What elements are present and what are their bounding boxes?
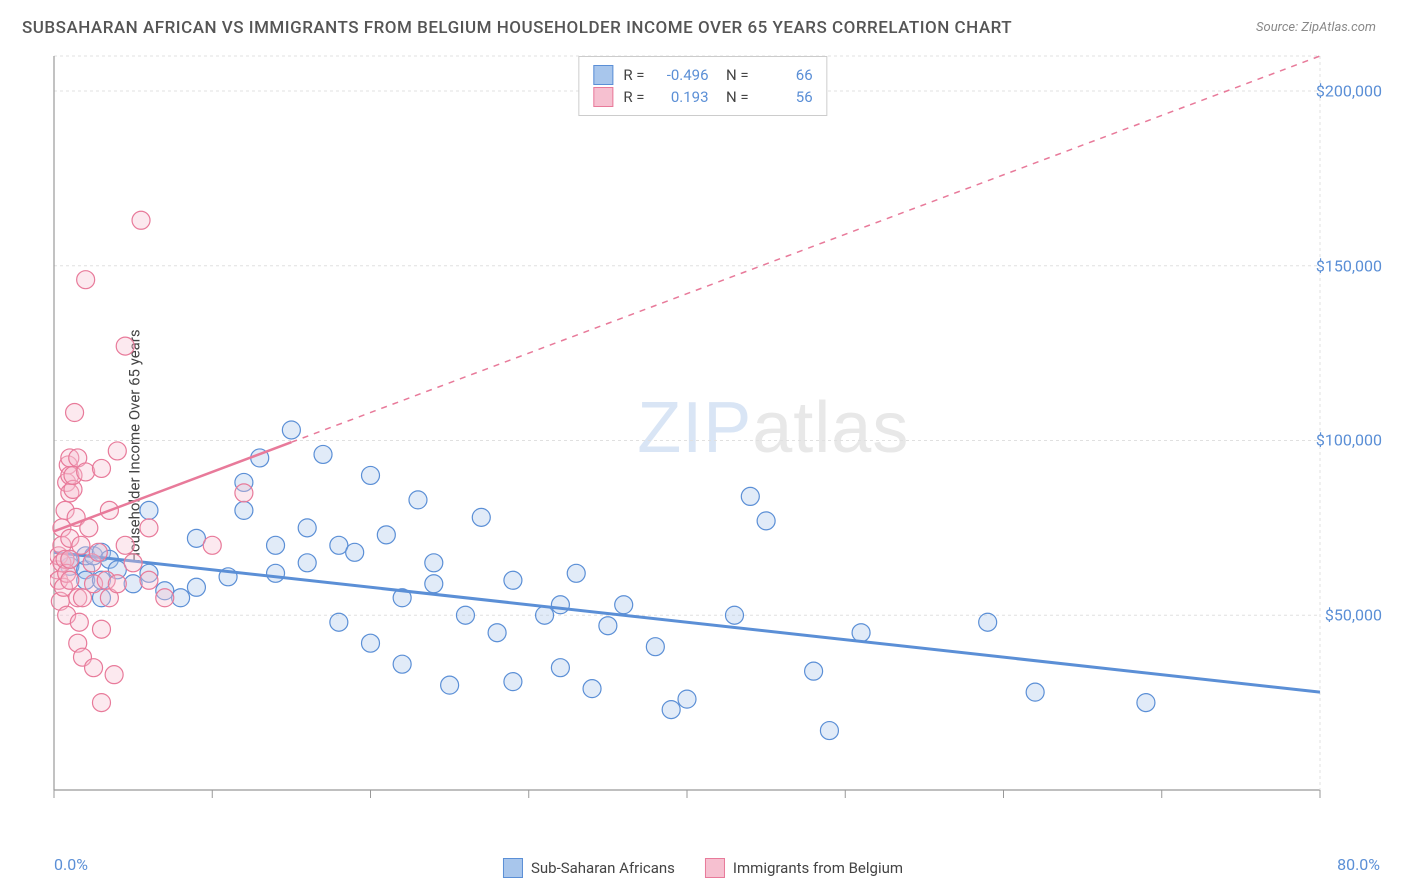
data-point [92, 620, 110, 638]
y-tick-label: $100,000 [1316, 431, 1382, 450]
data-point [85, 659, 103, 677]
scatter-chart [50, 50, 1370, 830]
data-point [187, 578, 205, 596]
data-point [504, 673, 522, 691]
data-point [488, 624, 506, 642]
data-point [615, 596, 633, 614]
data-point [140, 519, 158, 537]
data-point [235, 501, 253, 519]
data-point [116, 337, 134, 355]
data-point [551, 659, 569, 677]
data-point [61, 571, 79, 589]
data-point [108, 442, 126, 460]
data-point [330, 613, 348, 631]
data-point [805, 662, 823, 680]
data-point [362, 634, 380, 652]
data-point [646, 638, 664, 656]
data-point [678, 690, 696, 708]
data-point [567, 564, 585, 582]
data-point [425, 575, 443, 593]
legend-item: Sub-Saharan Africans [503, 858, 675, 878]
legend-swatch [593, 87, 613, 107]
trend-line [54, 442, 291, 531]
correlation-legend: R = -0.496 N = 66 R = 0.193 N = 56 [578, 56, 827, 116]
data-point [1026, 683, 1044, 701]
data-point [504, 571, 522, 589]
data-point [1137, 694, 1155, 712]
corr-legend-row: R = 0.193 N = 56 [593, 87, 812, 107]
corr-legend-row: R = -0.496 N = 66 [593, 65, 812, 85]
x-tick-label: 0.0% [54, 855, 88, 874]
data-point [298, 519, 316, 537]
y-tick-label: $50,000 [1325, 606, 1382, 625]
data-point [346, 543, 364, 561]
data-point [472, 508, 490, 526]
data-point [77, 463, 95, 481]
chart-title: SUBSAHARAN AFRICAN VS IMMIGRANTS FROM BE… [22, 18, 1012, 38]
data-point [362, 466, 380, 484]
y-tick-label: $200,000 [1316, 81, 1382, 100]
data-point [124, 554, 142, 572]
data-point [741, 487, 759, 505]
data-point [725, 606, 743, 624]
data-point [852, 624, 870, 642]
data-point [66, 404, 84, 422]
data-point [441, 676, 459, 694]
data-point [92, 459, 110, 477]
legend-swatch [503, 858, 523, 878]
data-point [282, 421, 300, 439]
trend-line [54, 552, 1320, 692]
data-point [132, 211, 150, 229]
data-point [536, 606, 554, 624]
data-point [979, 613, 997, 631]
legend-item: Immigrants from Belgium [705, 858, 903, 878]
data-point [409, 491, 427, 509]
data-point [551, 596, 569, 614]
data-point [267, 564, 285, 582]
data-point [314, 445, 332, 463]
data-point [77, 271, 95, 289]
data-point [108, 575, 126, 593]
source-label: Source: ZipAtlas.com [1256, 20, 1376, 35]
data-point [92, 694, 110, 712]
legend-label: Immigrants from Belgium [733, 859, 903, 877]
n-value: 56 [759, 88, 813, 106]
data-point [456, 606, 474, 624]
data-point [105, 666, 123, 684]
data-point [820, 722, 838, 740]
y-tick-label: $150,000 [1316, 256, 1382, 275]
stat-label: R = [623, 88, 644, 106]
stat-label: R = [623, 66, 644, 84]
data-point [140, 571, 158, 589]
x-tick-label: 80.0% [1337, 855, 1380, 874]
data-point [72, 536, 90, 554]
legend-label: Sub-Saharan Africans [531, 859, 675, 877]
data-point [70, 613, 88, 631]
r-value: -0.496 [655, 66, 709, 84]
data-point [116, 536, 134, 554]
data-point [583, 680, 601, 698]
data-point [267, 536, 285, 554]
stat-label: N = [719, 66, 749, 84]
series-legend: Sub-Saharan Africans Immigrants from Belg… [503, 858, 903, 878]
legend-swatch [705, 858, 725, 878]
data-point [203, 536, 221, 554]
legend-swatch [593, 65, 613, 85]
data-point [298, 554, 316, 572]
data-point [377, 526, 395, 544]
n-value: 66 [759, 66, 813, 84]
data-point [156, 589, 174, 607]
r-value: 0.193 [655, 88, 709, 106]
data-point [757, 512, 775, 530]
data-point [235, 484, 253, 502]
data-point [425, 554, 443, 572]
data-point [662, 701, 680, 719]
stat-label: N = [719, 88, 749, 106]
data-point [140, 501, 158, 519]
data-point [599, 617, 617, 635]
data-point [393, 655, 411, 673]
data-point [89, 543, 107, 561]
